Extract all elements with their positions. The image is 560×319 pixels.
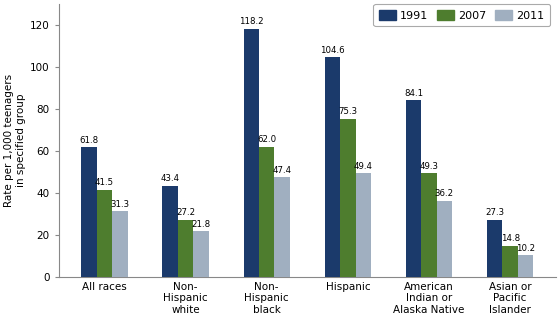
Text: 118.2: 118.2 [239, 18, 264, 26]
Text: 31.3: 31.3 [110, 200, 129, 209]
Text: 62.0: 62.0 [257, 135, 276, 144]
Text: 10.2: 10.2 [516, 244, 535, 253]
Bar [437, 201, 452, 277]
Bar [193, 231, 209, 277]
Text: 104.6: 104.6 [320, 46, 345, 55]
Bar [518, 256, 533, 277]
Bar [162, 186, 178, 277]
Bar [274, 177, 290, 277]
Text: 41.5: 41.5 [95, 178, 114, 187]
Text: 49.3: 49.3 [419, 162, 438, 171]
Bar [502, 246, 518, 277]
Bar [259, 147, 274, 277]
Text: 43.4: 43.4 [161, 174, 180, 183]
Bar [244, 29, 259, 277]
Text: 36.2: 36.2 [435, 189, 454, 198]
Text: 49.4: 49.4 [354, 162, 373, 171]
Bar [421, 174, 437, 277]
Text: 84.1: 84.1 [404, 89, 423, 98]
Text: 47.4: 47.4 [273, 166, 292, 175]
Text: 27.3: 27.3 [485, 208, 504, 217]
Bar [406, 100, 421, 277]
Text: 75.3: 75.3 [338, 108, 357, 116]
Text: 21.8: 21.8 [192, 219, 211, 228]
Bar [487, 219, 502, 277]
Y-axis label: Rate per 1,000 teenagers
in specified group: Rate per 1,000 teenagers in specified gr… [4, 74, 26, 207]
Text: 27.2: 27.2 [176, 208, 195, 217]
Bar [356, 173, 371, 277]
Text: 61.8: 61.8 [80, 136, 99, 145]
Bar [81, 147, 97, 277]
Bar [112, 211, 128, 277]
Bar [340, 119, 356, 277]
Text: 14.8: 14.8 [501, 234, 520, 243]
Bar [325, 57, 340, 277]
Legend: 1991, 2007, 2011: 1991, 2007, 2011 [374, 4, 550, 26]
Bar [178, 220, 193, 277]
Bar [97, 190, 112, 277]
